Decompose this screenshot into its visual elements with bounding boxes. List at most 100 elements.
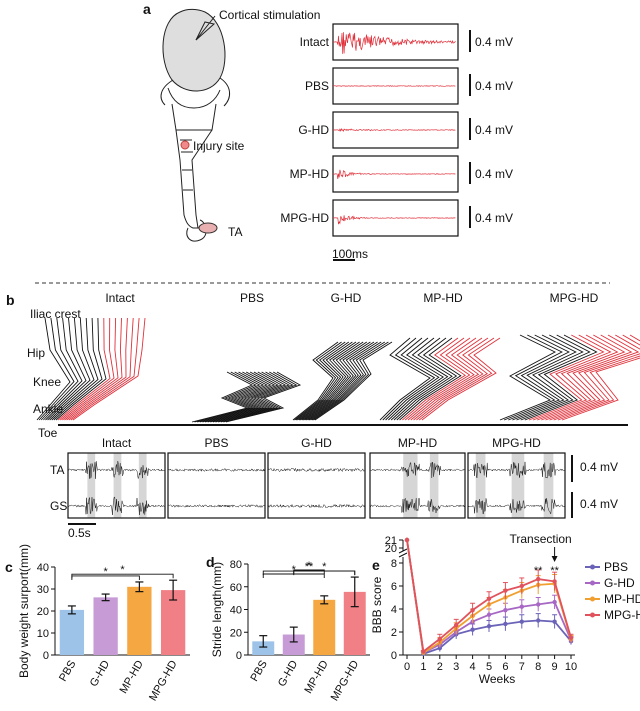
ta-muscle-marker bbox=[198, 222, 218, 234]
trace-signal-g-hd bbox=[332, 128, 456, 132]
swing-stick bbox=[557, 334, 640, 421]
stance-stick bbox=[300, 341, 357, 421]
swing-stick bbox=[418, 337, 495, 421]
swing-stick bbox=[413, 337, 484, 421]
x-tick-label-g-hd: G-HD bbox=[88, 658, 112, 688]
swing-stick bbox=[404, 337, 471, 421]
stance-stick bbox=[53, 317, 103, 421]
data-point bbox=[437, 636, 442, 642]
emg-signal-ta bbox=[467, 461, 565, 479]
amp-scale-label: 0.4 mV bbox=[475, 35, 513, 49]
data-point bbox=[470, 627, 475, 632]
stance-shade bbox=[429, 453, 439, 518]
stick-fan bbox=[379, 337, 501, 421]
stance-stick bbox=[304, 341, 368, 421]
stance-stick bbox=[215, 371, 287, 423]
panel-c: c 0 10 20 30 40 PBS G-HD MP-HD MPG-HD Body weight… bbox=[5, 544, 190, 703]
y-tick-label: 60 bbox=[230, 582, 242, 594]
emg-box-mp-hd: MP-HD bbox=[369, 436, 466, 519]
data-point bbox=[470, 607, 475, 613]
emg-frame bbox=[467, 452, 566, 519]
stance-stick bbox=[45, 317, 87, 421]
arrow-head-icon bbox=[551, 556, 558, 562]
swing-stick bbox=[57, 317, 111, 421]
x-tick-label-mpg-hd: MPG-HD bbox=[147, 658, 180, 703]
trace-signal-pbs bbox=[332, 85, 456, 87]
legend-label-g-hd: G-HD bbox=[604, 576, 635, 590]
bar-g-hd bbox=[282, 634, 305, 655]
trace-label-mp-hd: MP-HD bbox=[290, 167, 330, 181]
panel-e-letter: e bbox=[372, 557, 380, 573]
swing-stick bbox=[407, 337, 475, 421]
stick-title-intact: Intact bbox=[105, 291, 135, 305]
stance-stick bbox=[313, 341, 389, 421]
stick-fan bbox=[499, 334, 640, 421]
y-tick-label: 0 bbox=[43, 650, 49, 662]
stance-stick bbox=[55, 317, 107, 421]
stance-stick bbox=[310, 341, 382, 421]
trace-label-g-hd: G-HD bbox=[298, 123, 329, 137]
stick-title-mpg-hd: MPG-HD bbox=[550, 291, 599, 305]
x-tick-label: 5 bbox=[486, 661, 492, 673]
swing-stick bbox=[549, 334, 640, 421]
swing-stick bbox=[545, 334, 633, 421]
trace-label-mpg-hd: MPG-HD bbox=[280, 211, 329, 225]
trace-label-pbs: PBS bbox=[305, 79, 329, 93]
x-tick-label: 4 bbox=[470, 661, 476, 673]
x-tick-label: 8 bbox=[535, 661, 541, 673]
stance-stick bbox=[295, 341, 346, 421]
swing-stick bbox=[541, 334, 626, 421]
swing-stick bbox=[402, 337, 467, 421]
injury-site-marker bbox=[180, 140, 190, 150]
swing-stick bbox=[410, 337, 480, 421]
stance-stick bbox=[388, 337, 445, 421]
amp-scale-label: 0.4 mV bbox=[475, 79, 513, 93]
emg-frame bbox=[267, 452, 366, 519]
bar-mp-hd bbox=[127, 586, 152, 655]
rat-schematic bbox=[160, 8, 230, 242]
joint-label-knee: Knee bbox=[33, 375, 61, 389]
swing-stick bbox=[537, 334, 619, 421]
emg-signal-ta bbox=[267, 467, 365, 473]
swing-stick bbox=[60, 317, 115, 421]
y-axis-label: Stride length(mm) bbox=[210, 562, 224, 657]
stance-stick bbox=[210, 371, 279, 423]
stance-stick bbox=[225, 371, 302, 423]
stance-stick bbox=[305, 341, 371, 421]
x-tick-label: 10 bbox=[565, 661, 577, 673]
y-tick-label: 80 bbox=[230, 559, 242, 571]
bar-pbs bbox=[59, 609, 85, 655]
stance-stick bbox=[218, 371, 290, 423]
swing-stick bbox=[70, 317, 140, 421]
data-point bbox=[552, 599, 557, 605]
stance-stick bbox=[512, 334, 577, 421]
bar-pbs bbox=[252, 641, 275, 655]
legend-marker bbox=[590, 564, 595, 570]
data-point bbox=[536, 576, 541, 582]
panel-b-letter: b bbox=[6, 292, 15, 308]
stance-stick bbox=[503, 334, 563, 421]
x-axis-label: Weeks bbox=[479, 672, 515, 686]
y-tick-label: 40 bbox=[37, 562, 49, 574]
legend-label-pbs: PBS bbox=[604, 560, 628, 574]
data-point bbox=[536, 602, 541, 607]
legend-label-mpg-hd: MPG-HD bbox=[604, 608, 640, 622]
stance-stick bbox=[379, 337, 431, 421]
stick-title-mp-hd: MP-HD bbox=[423, 291, 463, 305]
panel-a-letter: a bbox=[143, 1, 151, 17]
y-tick-label: 30 bbox=[37, 584, 49, 596]
x-tick-label: 3 bbox=[453, 661, 459, 673]
stance-stick bbox=[47, 317, 91, 421]
stance-stick bbox=[38, 317, 75, 421]
x-tick-label-mp-hd: MP-HD bbox=[302, 658, 330, 695]
stick-fan bbox=[292, 341, 393, 421]
joint-label-iliac-crest: Iliac crest bbox=[30, 307, 81, 321]
stance-stick bbox=[520, 334, 591, 421]
x-tick-label-mpg-hd: MPG-HD bbox=[329, 658, 362, 703]
emg-title-intact: Intact bbox=[102, 436, 132, 450]
panel-c-letter: c bbox=[5, 559, 13, 575]
y-axis-label: Body weight surport(mm) bbox=[17, 544, 31, 678]
emg-title-mpg-hd: MPG-HD bbox=[492, 436, 541, 450]
significance-mark: * bbox=[322, 561, 327, 573]
